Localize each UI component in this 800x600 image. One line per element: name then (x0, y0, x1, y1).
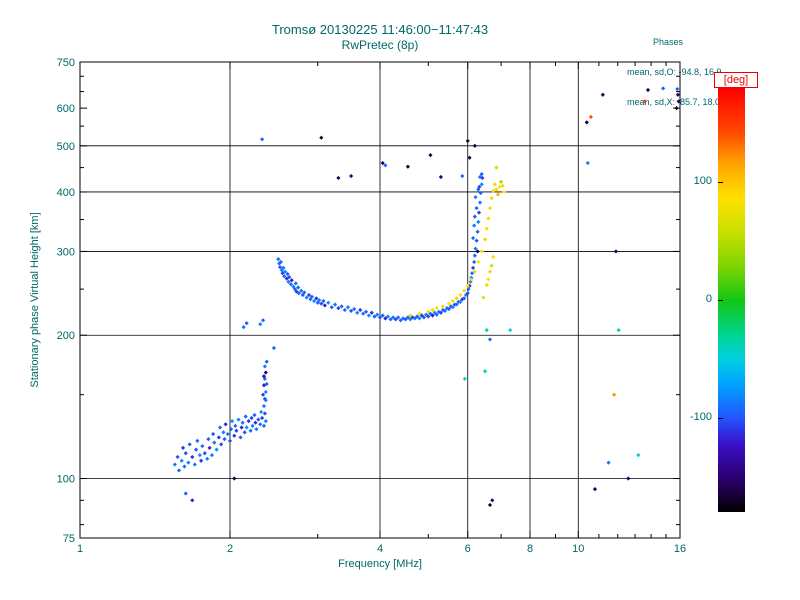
svg-text:300: 300 (57, 246, 75, 258)
plot-title: Tromsø 20130225 11:46:00−11:47:43 (271, 22, 489, 37)
x-axis-label: Frequency [MHz] (338, 558, 422, 570)
svg-text:6: 6 (465, 543, 471, 555)
phase-stats-x-line: mean, sd,X: 85.7, 18.0 (627, 97, 721, 107)
colorbar-tick-label: 0 (705, 293, 712, 305)
phase-stats-o-line: mean, sd,O: -94.8, 16.9 (627, 67, 722, 77)
phase-stats: Phases mean, sd,O: -94.8, 16.9 mean, sd,… (627, 17, 722, 127)
svg-text:16: 16 (674, 543, 686, 555)
colorbar-tick-label: -100 (689, 410, 712, 423)
phase-stats-header: Phases (653, 37, 684, 47)
svg-text:1: 1 (77, 543, 83, 555)
svg-text:500: 500 (57, 141, 75, 153)
scatter-points (172, 86, 681, 508)
colorbar-tick-label: 100 (693, 175, 712, 188)
colorbar-tick-mark (718, 417, 723, 419)
svg-text:4: 4 (377, 543, 383, 555)
svg-text:750: 750 (57, 57, 75, 69)
svg-text:2: 2 (227, 543, 233, 555)
svg-text:10: 10 (572, 543, 584, 555)
grid-lines (80, 62, 680, 538)
svg-text:8: 8 (527, 543, 533, 555)
tick-labels: 1 2 4 6 8 10 16 75 100 200 300 400 500 600 750 (57, 57, 686, 555)
axis-ticks (79, 61, 681, 539)
colorbar-unit-label: [deg] (714, 72, 758, 88)
svg-text:200: 200 (57, 330, 75, 342)
colorbar-tick-mark (718, 182, 723, 184)
title-block: Tromsø 20130225 11:46:00−11:47:43 RwPret… (80, 22, 680, 52)
y-axis-label: Stationary phase Virtual Height [km] (29, 212, 41, 387)
svg-text:100: 100 (57, 474, 75, 486)
plot-subtitle: RwPretec (8p) (341, 38, 419, 52)
svg-text:600: 600 (57, 103, 75, 115)
colorbar-tick-mark (718, 300, 723, 301)
svg-text:75: 75 (63, 533, 75, 545)
svg-text:400: 400 (57, 187, 75, 199)
